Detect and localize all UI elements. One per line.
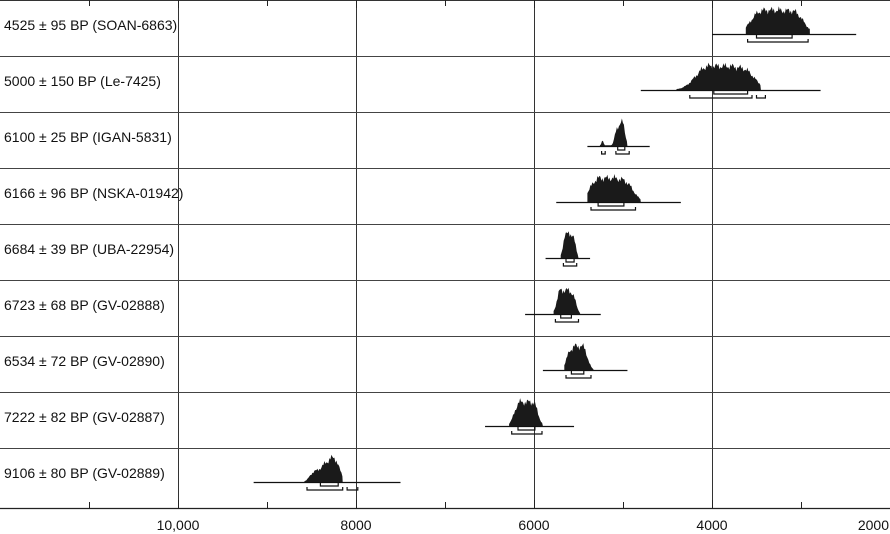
sample-row: 6723 ± 68 BP (GV-02888) — [4, 287, 601, 323]
range-95-bracket — [565, 375, 592, 379]
x-tick-label: 10,000 — [157, 517, 200, 533]
x-tick-label: 4000 — [696, 517, 727, 533]
sample-label: 7222 ± 82 BP (GV-02887) — [4, 409, 165, 425]
sample-row: 6166 ± 96 BP (NSKA-01942) — [4, 174, 681, 211]
x-tick-label: 2000 — [858, 517, 889, 533]
probability-density — [560, 231, 579, 258]
sample-row: 6534 ± 72 BP (GV-02890) — [4, 343, 628, 379]
sample-label: 4525 ± 95 BP (SOAN-6863) — [4, 17, 177, 33]
sample-row: 9106 ± 80 BP (GV-02889) — [4, 454, 401, 491]
probability-density — [745, 6, 810, 35]
range-95-bracket — [755, 95, 766, 99]
sample-row: 7222 ± 82 BP (GV-02887) — [4, 398, 575, 435]
range-68-bracket — [560, 315, 572, 319]
sample-label: 6684 ± 39 BP (UBA-22954) — [4, 241, 174, 257]
probability-density — [587, 174, 641, 202]
sample-label: 9106 ± 80 BP (GV-02889) — [4, 465, 165, 481]
sample-label: 6166 ± 96 BP (NSKA-01942) — [4, 185, 183, 201]
range-68-bracket — [565, 259, 575, 263]
range-68-bracket — [517, 427, 536, 431]
range-95-bracket — [601, 151, 606, 155]
sample-label: 6534 ± 72 BP (GV-02890) — [4, 353, 165, 369]
sample-rows: 4525 ± 95 BP (SOAN-6863) 5000 ± 150 BP (L… — [4, 6, 857, 491]
sample-row: 5000 ± 150 BP (Le-7425) — [4, 62, 821, 99]
range-95-bracket — [689, 95, 753, 99]
sample-row: 6100 ± 25 BP (IGAN-5831) — [4, 118, 650, 155]
x-tick-label: 6000 — [518, 517, 549, 533]
range-95-bracket — [747, 39, 809, 43]
probability-density — [564, 343, 594, 370]
range-68-bracket — [597, 203, 625, 207]
probability-density — [553, 287, 581, 314]
sample-label: 6100 ± 25 BP (IGAN-5831) — [4, 129, 172, 145]
probability-density — [599, 118, 628, 146]
x-tick-label: 8000 — [340, 517, 371, 533]
range-68-bracket — [617, 147, 626, 151]
probability-density — [509, 398, 543, 426]
range-95-bracket — [346, 487, 359, 491]
probability-density — [304, 454, 343, 482]
sample-row: 6684 ± 39 BP (UBA-22954) — [4, 231, 591, 267]
range-68-bracket — [319, 483, 339, 487]
range-95-bracket — [511, 431, 543, 435]
range-95-bracket — [306, 487, 344, 491]
range-68-bracket — [755, 35, 793, 39]
sample-label: 5000 ± 150 BP (Le-7425) — [4, 73, 161, 89]
sample-label: 6723 ± 68 BP (GV-02888) — [4, 297, 165, 313]
range-95-bracket — [554, 319, 580, 323]
range-68-bracket — [713, 91, 749, 95]
sample-row: 4525 ± 95 BP (SOAN-6863) — [4, 6, 857, 43]
probability-density — [676, 62, 761, 90]
grid — [0, 0, 890, 508]
range-68-bracket — [570, 371, 585, 375]
range-95-bracket — [590, 207, 637, 211]
range-95-bracket — [562, 263, 578, 267]
range-95-bracket — [615, 151, 630, 155]
